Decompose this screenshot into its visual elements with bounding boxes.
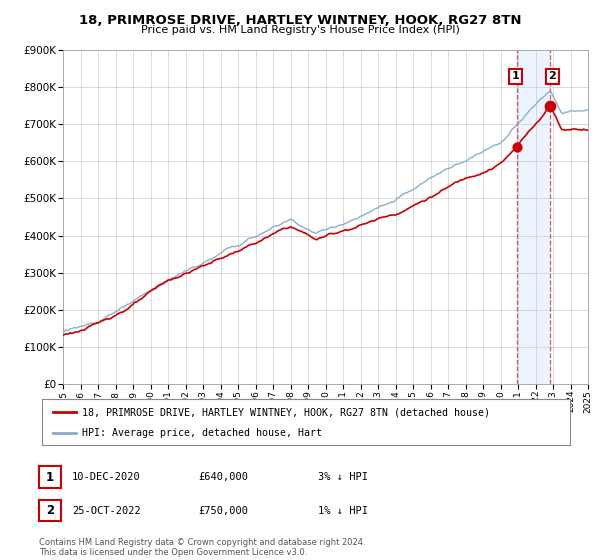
Text: 1: 1 [512, 71, 520, 81]
Text: £640,000: £640,000 [198, 472, 248, 482]
Text: 1% ↓ HPI: 1% ↓ HPI [318, 506, 368, 516]
Bar [517, 50, 550, 384]
Point [545, 101, 554, 110]
Text: 25-OCT-2022: 25-OCT-2022 [72, 506, 141, 516]
Text: £750,000: £750,000 [198, 506, 248, 516]
Text: 2: 2 [46, 504, 54, 517]
Text: 18, PRIMROSE DRIVE, HARTLEY WINTNEY, HOOK, RG27 8TN: 18, PRIMROSE DRIVE, HARTLEY WINTNEY, HOO… [79, 14, 521, 27]
Point [512, 142, 522, 151]
Text: 1: 1 [46, 470, 54, 484]
Text: 2: 2 [548, 71, 556, 81]
Text: Price paid vs. HM Land Registry's House Price Index (HPI): Price paid vs. HM Land Registry's House … [140, 25, 460, 35]
Text: Contains HM Land Registry data © Crown copyright and database right 2024.
This d: Contains HM Land Registry data © Crown c… [39, 538, 365, 557]
Text: 18, PRIMROSE DRIVE, HARTLEY WINTNEY, HOOK, RG27 8TN (detached house): 18, PRIMROSE DRIVE, HARTLEY WINTNEY, HOO… [82, 407, 490, 417]
Text: 3% ↓ HPI: 3% ↓ HPI [318, 472, 368, 482]
Text: HPI: Average price, detached house, Hart: HPI: Average price, detached house, Hart [82, 428, 322, 438]
Text: 10-DEC-2020: 10-DEC-2020 [72, 472, 141, 482]
